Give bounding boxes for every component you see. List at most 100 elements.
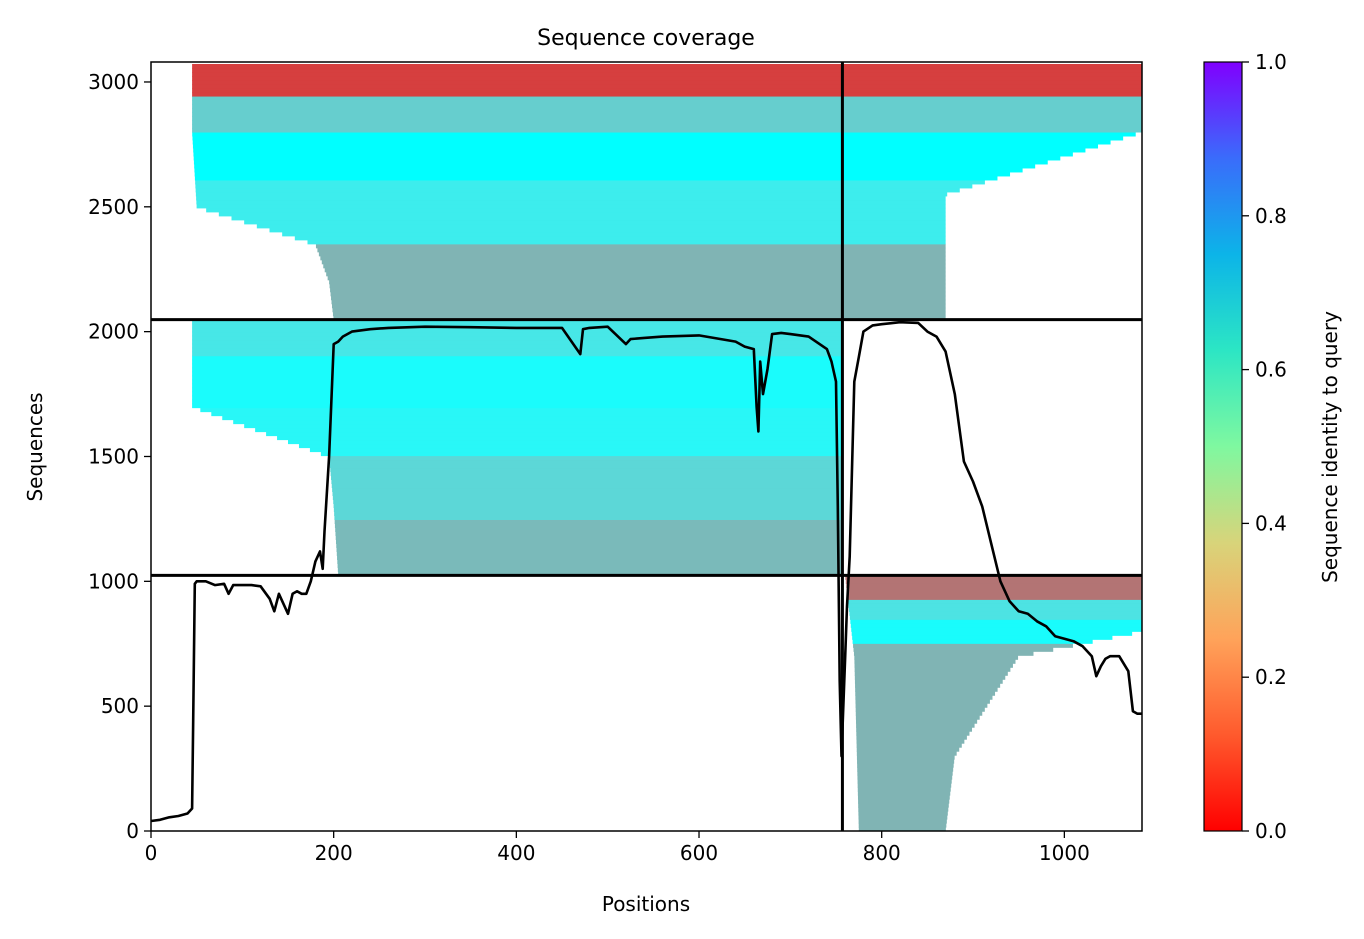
msa-row-band [192,383,843,389]
coverage-line [151,320,1142,823]
msa-row-band [337,559,843,564]
msa-row-band [858,819,947,824]
msa-row-band [856,727,973,732]
msa-row-band [856,747,960,752]
msa-row-band [336,547,843,552]
msa-row-band [192,75,1142,81]
msa-row-band [854,679,1003,684]
msa-row-band [857,759,955,764]
msa-row-band [192,143,1099,149]
msa-row-band [193,151,1073,157]
msa-row-band [330,471,843,477]
msa-row-band [192,375,843,381]
y-axis-label: Sequences [23,392,47,501]
msa-row-band [331,475,843,481]
coverage-line-layer [151,320,1142,823]
msa-row-band [849,615,1142,620]
chart-title: Sequence coverage [537,26,755,51]
msa-row-band [853,643,1073,648]
x-axis-ticks: 0 200 400 600 800 1000 [145,831,1090,865]
msa-row-band [244,423,843,429]
y-tick-label: 500 [101,694,139,718]
msa-row-band [192,139,1111,145]
msa-row-band [196,203,946,209]
y-tick-label: 1500 [88,444,139,468]
msa-row-band [854,671,1008,676]
msa-row-band [192,83,1142,89]
msa-row-band [855,707,985,712]
msa-row-band [855,715,980,720]
msa-row-band [334,523,843,528]
msa-row-band [206,207,946,213]
msa-row-band [192,111,1142,117]
msa-row-band [855,703,988,708]
msa-row-band [192,335,843,341]
msa-row-band [192,367,843,373]
x-tick-label: 800 [863,841,901,865]
msa-row-band [192,95,1142,101]
msa-row-band [194,163,1036,169]
msa-row-band [266,431,843,437]
msa-row-band [192,327,843,333]
msa-row-band [854,667,1011,672]
x-tick-label: 0 [145,841,158,865]
msa-row-band [324,267,946,273]
msa-row-band [194,171,1011,177]
msa-row-band [856,731,970,736]
msa-row-band [320,255,946,261]
msa-row-band [307,239,946,245]
msa-row-band [192,343,843,349]
msa-row-band [334,519,843,524]
msa-row-band [846,583,1142,588]
msa-row-band [849,611,1142,616]
msa-row-band [332,307,946,313]
msa-row-band [317,247,946,253]
msa-row-band [192,87,1142,93]
msa-row-band [192,63,1142,69]
y-tick-label: 2000 [88,320,139,344]
msa-row-band [858,827,946,831]
msa-row-band [192,395,843,401]
msa-row-band [192,115,1142,121]
msa-row-band [321,259,946,265]
msa-row-band [858,799,950,804]
msa-row-band [327,275,946,281]
msa-row-band [337,563,843,568]
msa-row-band [192,371,843,377]
msa-row-band [855,683,1001,688]
msa-row-band [329,463,843,469]
msa-row-band [857,795,950,800]
msa-row-band [329,279,946,285]
msa-row-band [277,435,843,441]
msa-row-band [852,635,1113,640]
plot-frame [150,61,1143,832]
msa-row-band [192,363,843,369]
x-axis-label: Positions [602,892,690,916]
x-tick-label: 600 [680,841,718,865]
y-tick-label: 0 [126,819,139,843]
msa-row-band [336,543,843,548]
colorbar-tick-label: 0.4 [1255,511,1287,535]
msa-row-band [192,323,843,329]
msa-row-band [857,763,954,768]
msa-row-band [854,659,1016,664]
msa-row-band [194,167,1023,173]
msa-row-band [857,779,952,784]
msa-row-band [331,303,946,309]
y-tick-label: 1000 [88,569,139,593]
msa-row-band [335,527,843,532]
msa-row-band [855,699,990,704]
x-tick-label: 1000 [1039,841,1090,865]
msa-row-band [850,623,1142,628]
msa-row-band [857,787,951,792]
msa-row-band [294,235,946,241]
msa-row-band [320,451,843,457]
msa-row-band [851,631,1133,636]
msa-row-band [335,535,843,540]
block-top [192,63,1142,321]
x-tick-label: 400 [497,841,535,865]
colorbar-label: Sequence identity to query [1318,311,1342,583]
msa-row-band [857,771,953,776]
msa-row-band [858,807,949,812]
